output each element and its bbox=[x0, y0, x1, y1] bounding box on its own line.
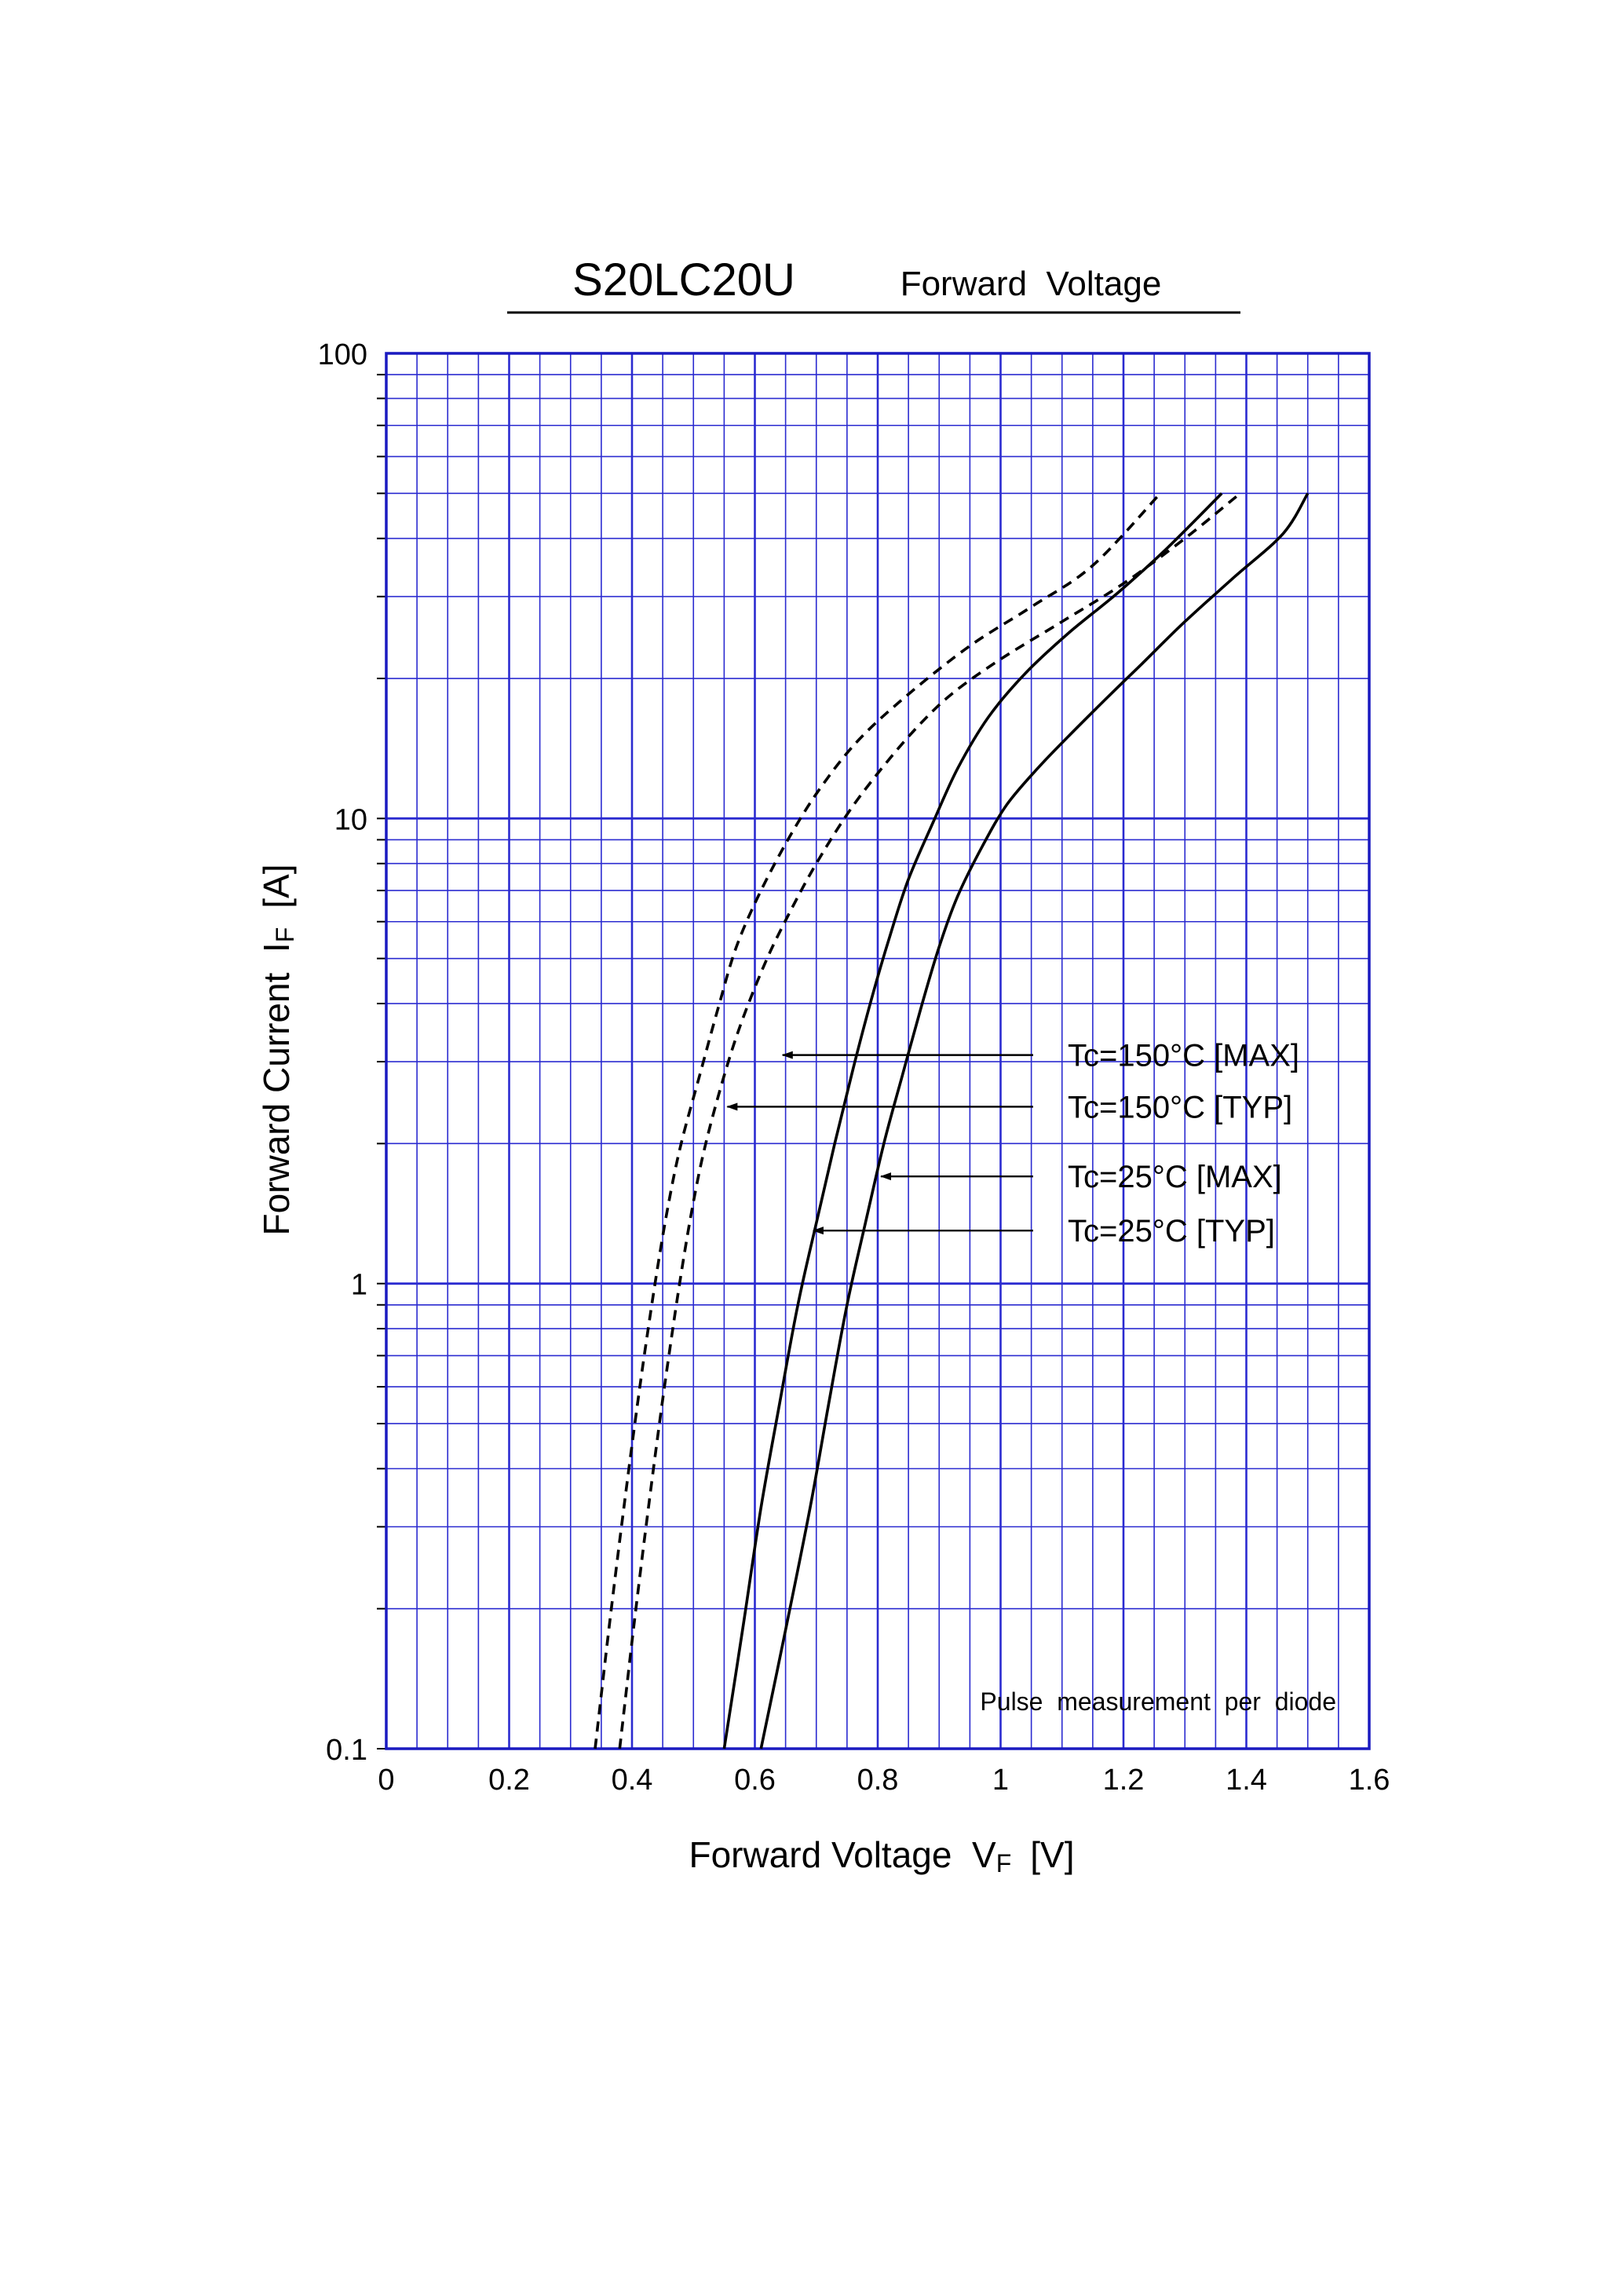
legend-label-2: Tc=25°C [MAX] bbox=[1068, 1160, 1282, 1194]
x-tick-label: 0.8 bbox=[857, 1764, 899, 1797]
x-tick-label: 0.4 bbox=[612, 1764, 653, 1797]
legend-label-3: Tc=25°C [TYP] bbox=[1068, 1214, 1275, 1249]
curves bbox=[594, 492, 1310, 1749]
chart-subtitle: Forward Voltage bbox=[901, 265, 1162, 303]
y-tick-label: 0.1 bbox=[326, 1734, 367, 1767]
y-axis-label-unit: [A] bbox=[256, 864, 297, 908]
x-tick-label: 0 bbox=[378, 1764, 394, 1797]
x-axis-label-unit: [V] bbox=[1030, 1834, 1074, 1875]
x-tick-label: 1.6 bbox=[1349, 1764, 1390, 1797]
y-axis-label: Forward Current IF [A] bbox=[256, 864, 299, 1235]
x-tick-label: 1 bbox=[992, 1764, 1009, 1797]
legend-label-1: Tc=150°C [TYP] bbox=[1068, 1090, 1292, 1124]
y-tick-label: 10 bbox=[334, 803, 367, 836]
x-axis-label-sub: F bbox=[996, 1849, 1012, 1877]
chart-title: S20LC20U bbox=[572, 254, 795, 305]
x-axis-label-main: Forward Voltage V bbox=[689, 1834, 997, 1875]
y-axis-label-sub: F bbox=[271, 927, 299, 943]
x-tick-label: 1.4 bbox=[1226, 1764, 1267, 1797]
measurement-note: Pulse measurement per diode bbox=[980, 1687, 1336, 1716]
legend-label-0: Tc=150°C [MAX] bbox=[1068, 1039, 1299, 1073]
legend-annotations: Tc=150°C [MAX] Tc=150°C [TYP] Tc=25°C [MAX… bbox=[726, 1039, 1299, 1249]
tick-labels: 0 0.2 0.4 0.6 0.8 1 1.2 1.4 1.6 0.1 1 10 100 bbox=[318, 338, 1390, 1797]
grid bbox=[377, 352, 1371, 1750]
y-tick-label: 100 bbox=[318, 338, 367, 371]
series-line-3 bbox=[722, 492, 1223, 1749]
series-line-0 bbox=[618, 492, 1241, 1749]
x-tick-label: 0.2 bbox=[488, 1764, 530, 1797]
x-tick-label: 1.2 bbox=[1103, 1764, 1145, 1797]
x-axis-label: Forward Voltage VF [V] bbox=[689, 1834, 1075, 1877]
plot-frame bbox=[385, 352, 1371, 1750]
x-tick-label: 0.6 bbox=[734, 1764, 776, 1797]
y-axis-label-main: Forward Current I bbox=[256, 942, 297, 1235]
series-line-2 bbox=[759, 492, 1310, 1749]
y-tick-label: 1 bbox=[351, 1269, 367, 1302]
